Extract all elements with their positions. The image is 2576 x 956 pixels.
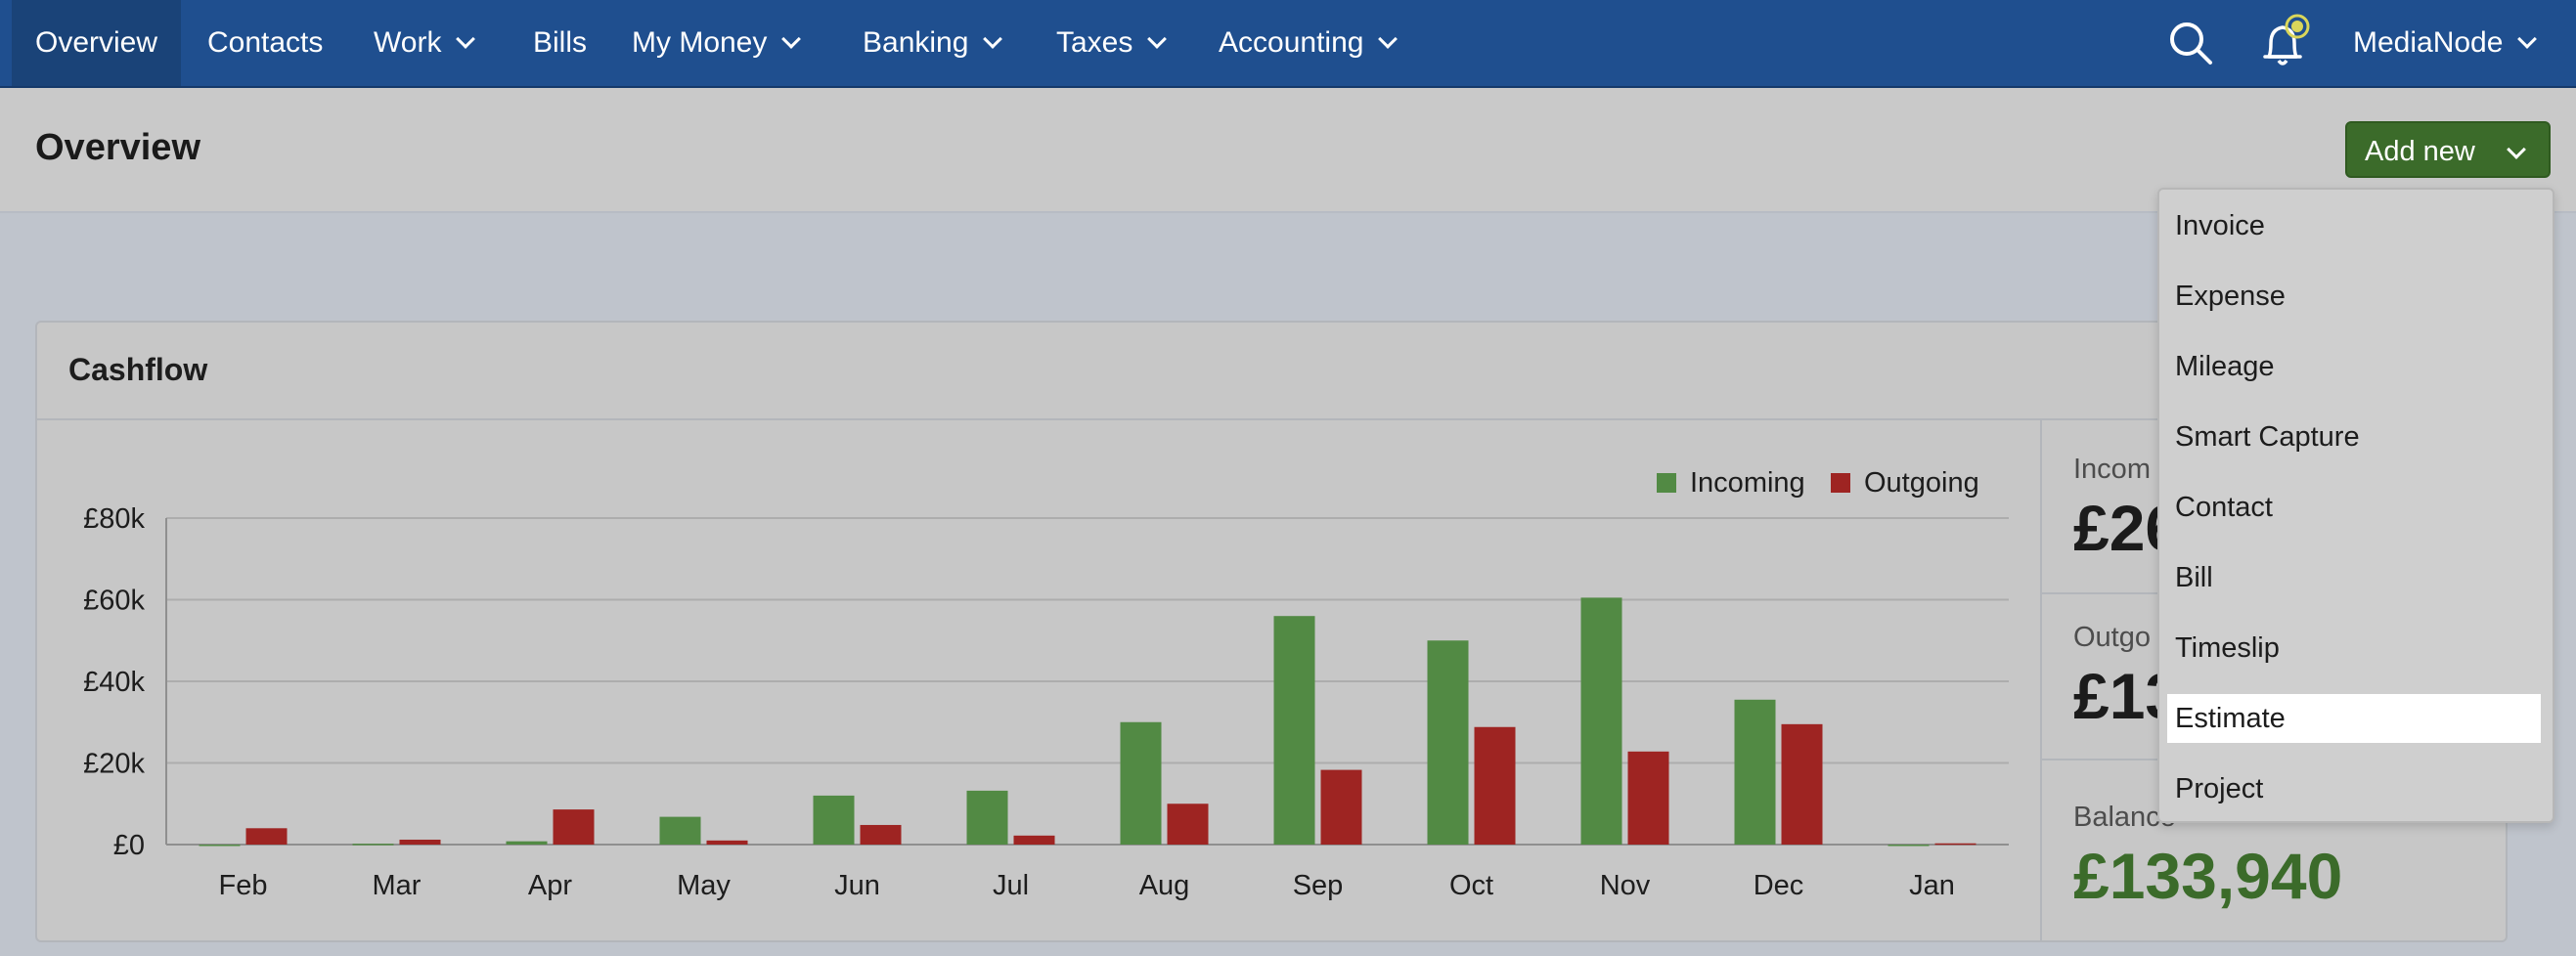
y-tick-label: £20k xyxy=(83,749,145,780)
nav-item-accounting[interactable]: Accounting xyxy=(1219,0,1399,86)
cashflow-title: Cashflow xyxy=(68,352,208,387)
chevron-down-icon xyxy=(1147,29,1168,49)
x-tick-label: Oct xyxy=(1449,870,1493,901)
bar-outgoing-aug[interactable] xyxy=(1167,804,1209,845)
bar-outgoing-sep[interactable] xyxy=(1320,769,1362,845)
bar-outgoing-dec[interactable] xyxy=(1781,723,1823,845)
nav-item-banking[interactable]: Banking xyxy=(863,0,1003,86)
x-tick-label: Mar xyxy=(373,870,422,901)
chevron-down-icon xyxy=(2507,140,2526,159)
bar-incoming-sep[interactable] xyxy=(1273,616,1315,845)
incoming-label: Incom xyxy=(2073,454,2151,485)
bar-incoming-may[interactable] xyxy=(659,816,701,845)
nav-item-contacts[interactable]: Contacts xyxy=(207,0,323,86)
menu-item-expense[interactable]: Expense xyxy=(2175,281,2286,312)
cashflow-card: Cashflow £0 £20k £40k £60k £80k Feb Mar Apr May J… xyxy=(35,321,2508,942)
page-title: Overview xyxy=(35,127,200,168)
x-tick-label: Nov xyxy=(1600,870,1651,901)
bar-incoming-jan[interactable] xyxy=(1888,845,1930,847)
nav-item-overview[interactable]: Overview xyxy=(12,0,182,86)
add-new-button[interactable]: Add new xyxy=(2345,121,2551,178)
bar-outgoing-jan[interactable] xyxy=(1934,843,1976,846)
bar-outgoing-oct[interactable] xyxy=(1474,726,1516,845)
bar-incoming-dec[interactable] xyxy=(1734,699,1776,845)
top-nav: Overview Contacts Work Bills My Money Banking… xyxy=(0,0,2576,88)
nav-item-label: Taxes xyxy=(1056,26,1133,59)
nav-item-label: Accounting xyxy=(1219,26,1364,59)
chevron-down-icon xyxy=(781,29,802,49)
bar-incoming-oct[interactable] xyxy=(1427,640,1469,845)
x-tick-label: Aug xyxy=(1139,870,1190,901)
legend-swatch-incoming xyxy=(1657,473,1676,493)
balance-value: £133,940 xyxy=(2073,840,2343,912)
bar-outgoing-nov[interactable] xyxy=(1627,751,1669,845)
x-tick-label: Jul xyxy=(993,870,1029,901)
y-tick-label: £60k xyxy=(83,586,145,617)
nav-item-label: Contacts xyxy=(207,26,324,59)
bar-incoming-feb[interactable] xyxy=(199,845,241,847)
menu-item-contact[interactable]: Contact xyxy=(2175,492,2273,523)
nav-item-label: Banking xyxy=(863,26,969,59)
cashflow-chart: £0 £20k £40k £60k £80k Feb Mar Apr May Jun Jul Aug S… xyxy=(83,467,2009,901)
y-tick-label: £0 xyxy=(113,830,145,861)
menu-item-estimate[interactable]: Estimate xyxy=(2167,694,2541,743)
nav-item-my-money[interactable]: My Money xyxy=(632,0,802,86)
bar-outgoing-may[interactable] xyxy=(706,840,748,845)
x-tick-label: Apr xyxy=(528,870,572,901)
y-tick-label: £80k xyxy=(83,503,145,535)
bar-outgoing-jun[interactable] xyxy=(860,824,902,845)
menu-item-project[interactable]: Project xyxy=(2175,773,2264,804)
chevron-down-icon xyxy=(1378,29,1399,49)
menu-item-mileage[interactable]: Mileage xyxy=(2175,351,2275,382)
nav-item-label: Work xyxy=(374,26,442,59)
x-tick-label: Sep xyxy=(1293,870,1344,901)
page-header: Overview xyxy=(0,88,2576,213)
user-menu[interactable]: MediaNode xyxy=(2353,0,2538,86)
bar-incoming-jun[interactable] xyxy=(813,795,855,845)
bar-outgoing-jul[interactable] xyxy=(1013,835,1055,845)
bar-incoming-jul[interactable] xyxy=(966,790,1008,845)
summary-divider xyxy=(2040,420,2042,940)
add-new-menu: Invoice Expense Mileage Smart Capture Contac… xyxy=(2157,188,2554,823)
chevron-down-icon xyxy=(456,29,476,49)
bar-incoming-mar[interactable] xyxy=(352,844,394,846)
bar-incoming-nov[interactable] xyxy=(1580,597,1622,845)
x-tick-label: Dec xyxy=(1754,870,1804,901)
user-label: MediaNode xyxy=(2353,26,2504,59)
menu-item-smart-capture[interactable]: Smart Capture xyxy=(2175,421,2360,453)
nav-item-label: My Money xyxy=(632,26,768,59)
menu-item-bill[interactable]: Bill xyxy=(2175,562,2213,593)
nav-item-work[interactable]: Work xyxy=(374,0,476,86)
nav-item-bills[interactable]: Bills xyxy=(533,0,587,86)
bell-icon[interactable] xyxy=(2255,14,2314,72)
bar-outgoing-feb[interactable] xyxy=(245,828,288,845)
chevron-down-icon xyxy=(983,29,1003,49)
add-new-label: Add new xyxy=(2365,136,2475,167)
x-tick-label: Feb xyxy=(219,870,268,901)
x-tick-label: Jan xyxy=(1909,870,1955,901)
x-tick-label: Jun xyxy=(834,870,880,901)
bar-incoming-aug[interactable] xyxy=(1120,721,1162,845)
menu-item-timeslip[interactable]: Timeslip xyxy=(2175,632,2280,664)
legend-swatch-outgoing xyxy=(1831,473,1850,493)
search-icon[interactable] xyxy=(2167,20,2214,66)
x-tick-label: May xyxy=(677,870,731,901)
menu-item-invoice[interactable]: Invoice xyxy=(2175,210,2265,241)
nav-item-taxes[interactable]: Taxes xyxy=(1056,0,1168,86)
bar-incoming-apr[interactable] xyxy=(506,841,548,845)
outgoing-label: Outgo xyxy=(2073,622,2151,653)
y-tick-label: £40k xyxy=(83,667,145,698)
nav-item-label: Overview xyxy=(35,26,158,59)
nav-item-label: Bills xyxy=(533,26,588,59)
legend-label-incoming: Incoming xyxy=(1690,467,1805,499)
legend-label-outgoing: Outgoing xyxy=(1864,467,1979,499)
chevron-down-icon xyxy=(2517,29,2538,49)
bar-outgoing-apr[interactable] xyxy=(553,809,595,845)
cashflow-card-header: Cashflow xyxy=(37,323,2506,420)
bar-outgoing-mar[interactable] xyxy=(399,839,441,845)
